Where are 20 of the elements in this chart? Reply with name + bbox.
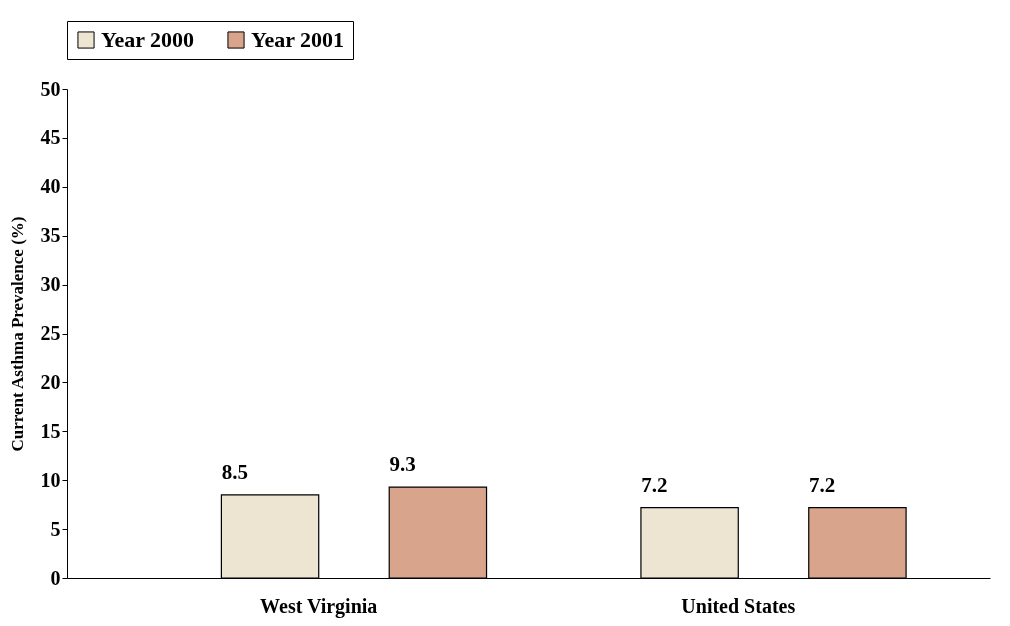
y-tick-label: 45 [40, 126, 61, 149]
x-tick-label: United States [681, 594, 796, 617]
y-tick-label: 30 [40, 273, 61, 296]
y-tick-label: 10 [40, 468, 61, 491]
y-tick-label: 50 [40, 77, 61, 100]
data-label: 8.5 [221, 459, 248, 484]
y-tick-label: 15 [40, 419, 61, 442]
y-tick-label: 20 [40, 370, 61, 393]
y-tick-label: 40 [40, 175, 61, 198]
y-tick-label: 5 [50, 517, 61, 540]
y-tick-label: 0 [50, 566, 61, 589]
legend-label: Year 2000 [101, 27, 195, 52]
legend-label: Year 2001 [251, 27, 345, 52]
data-label: 7.2 [641, 472, 668, 497]
y-axis-title: Current Asthma Prevalence (%) [7, 216, 27, 452]
x-tick-label: West Virginia [260, 594, 378, 618]
data-label: 9.3 [389, 452, 416, 477]
y-tick-label: 25 [40, 322, 61, 344]
data-label: 7.2 [809, 472, 836, 497]
y-tick-label: 35 [40, 224, 61, 247]
